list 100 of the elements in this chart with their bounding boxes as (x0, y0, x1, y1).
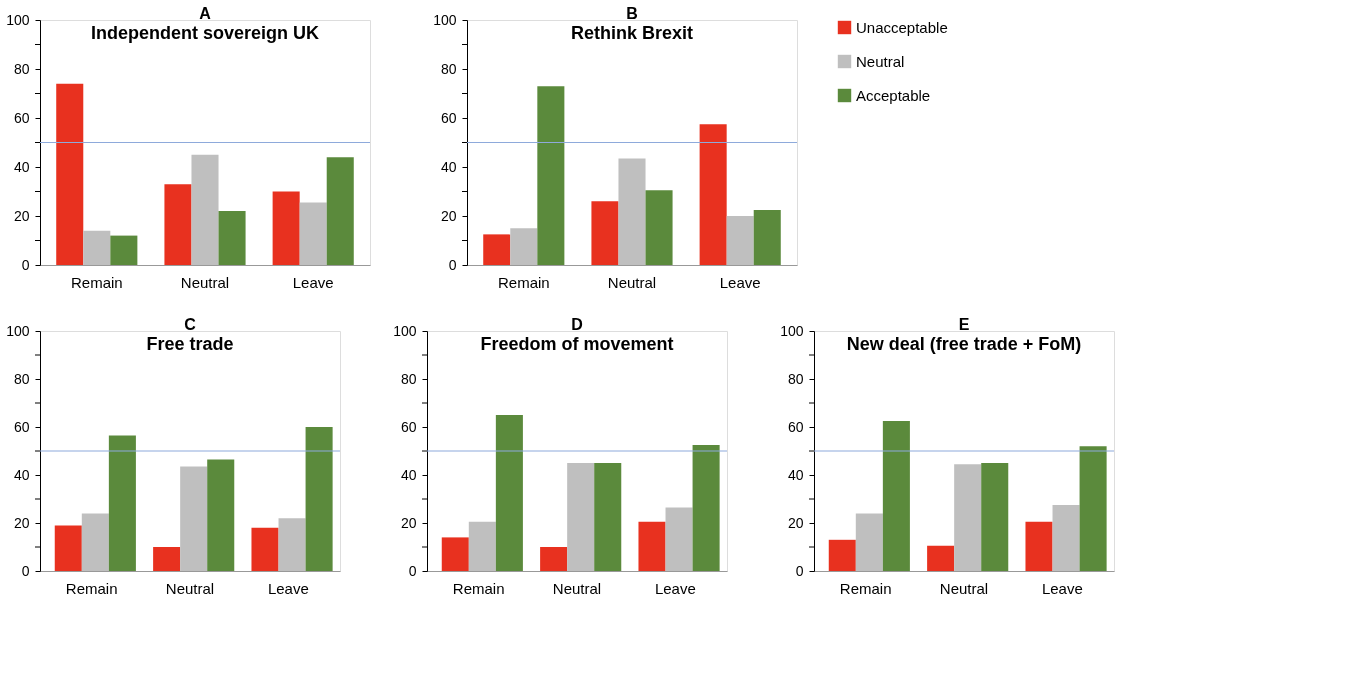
bar (108, 435, 136, 571)
bar (251, 527, 279, 571)
bar (981, 463, 1009, 571)
chart-subtitle: Freedom of movement (480, 334, 674, 354)
bar (54, 525, 82, 571)
bar (495, 415, 523, 571)
bar (299, 202, 327, 265)
bar (110, 235, 138, 265)
bar (753, 209, 781, 265)
y-tick-label: 40 (400, 466, 417, 483)
x-tick-label: Neutral (552, 579, 602, 597)
legend-label: Neutral (856, 52, 905, 70)
x-tick-label: Remain (452, 579, 505, 597)
y-tick-label: 20 (13, 514, 30, 531)
chart-subtitle: New deal (free trade + FoM) (846, 334, 1082, 354)
x-tick-label: Leave (292, 273, 334, 291)
bar (855, 513, 883, 571)
bar (81, 513, 109, 571)
legend-label: Unacceptable (856, 18, 948, 36)
bar (927, 545, 955, 571)
bar (180, 466, 208, 571)
chart-title: D (571, 316, 583, 333)
bar (618, 158, 646, 265)
bar (540, 547, 568, 571)
y-tick-label: 60 (13, 418, 30, 435)
bar (305, 427, 333, 571)
y-tick-label: 60 (440, 109, 457, 126)
bar (567, 463, 595, 571)
y-tick-label: 0 (408, 562, 417, 579)
bar (537, 86, 565, 265)
y-tick-label: 80 (400, 370, 417, 387)
y-tick-label: 60 (787, 418, 804, 435)
bar (1052, 505, 1080, 571)
bar (441, 537, 469, 571)
y-tick-label: 40 (440, 158, 457, 175)
bar (191, 154, 219, 265)
legend-label: Acceptable (856, 86, 931, 104)
y-tick-label: 20 (400, 514, 417, 531)
bar (594, 463, 622, 571)
x-tick-label: Leave (267, 579, 309, 597)
y-tick-label: 100 (433, 11, 457, 28)
chart-title: B (626, 5, 638, 22)
y-tick-label: 80 (13, 370, 30, 387)
x-tick-label: Leave (1041, 579, 1083, 597)
y-tick-label: 0 (21, 562, 30, 579)
bar (665, 507, 693, 571)
chart-subtitle: Free trade (146, 334, 234, 354)
y-tick-label: 20 (440, 207, 457, 224)
bar (591, 201, 619, 265)
bar (828, 539, 856, 571)
x-tick-label: Leave (654, 579, 696, 597)
bar (326, 157, 354, 265)
bar (153, 547, 181, 571)
bar (726, 216, 754, 265)
bar (510, 228, 538, 265)
x-tick-label: Remain (70, 273, 123, 291)
bar (272, 191, 300, 265)
y-tick-label: 100 (780, 322, 804, 339)
y-tick-label: 100 (393, 322, 417, 339)
bar (207, 459, 235, 571)
y-tick-label: 100 (6, 322, 30, 339)
bar (954, 464, 982, 571)
bar (468, 521, 496, 571)
y-tick-label: 80 (787, 370, 804, 387)
chart-title: E (958, 316, 970, 333)
y-tick-label: 80 (440, 60, 457, 77)
chart-title: A (199, 5, 212, 22)
chart-subtitle: Rethink Brexit (570, 23, 694, 43)
y-tick-label: 0 (448, 256, 457, 273)
bar (882, 421, 910, 571)
chart-subtitle: Independent sovereign UK (90, 23, 320, 43)
bar (483, 234, 511, 265)
y-tick-label: 20 (787, 514, 804, 531)
bar (164, 184, 192, 265)
y-tick-label: 100 (6, 11, 30, 28)
y-tick-label: 80 (13, 60, 30, 77)
y-tick-label: 0 (21, 256, 30, 273)
bar (699, 124, 727, 265)
x-tick-label: Remain (65, 579, 118, 597)
bar (83, 230, 111, 265)
bar (692, 445, 720, 571)
y-tick-label: 20 (13, 207, 30, 224)
bar (56, 83, 84, 265)
x-tick-label: Neutral (180, 273, 230, 291)
bar (278, 518, 306, 571)
y-tick-label: 40 (13, 158, 30, 175)
x-tick-label: Remain (497, 273, 550, 291)
y-tick-label: 40 (13, 466, 30, 483)
y-tick-label: 60 (13, 109, 30, 126)
y-tick-label: 40 (787, 466, 804, 483)
x-tick-label: Neutral (939, 579, 989, 597)
bar (638, 521, 666, 571)
x-tick-label: Remain (839, 579, 892, 597)
bar (1079, 446, 1107, 571)
bar (645, 190, 673, 265)
y-tick-label: 60 (400, 418, 417, 435)
chart-title: C (184, 316, 197, 333)
x-tick-label: Neutral (607, 273, 657, 291)
y-tick-label: 0 (795, 562, 804, 579)
x-tick-label: Neutral (165, 579, 215, 597)
